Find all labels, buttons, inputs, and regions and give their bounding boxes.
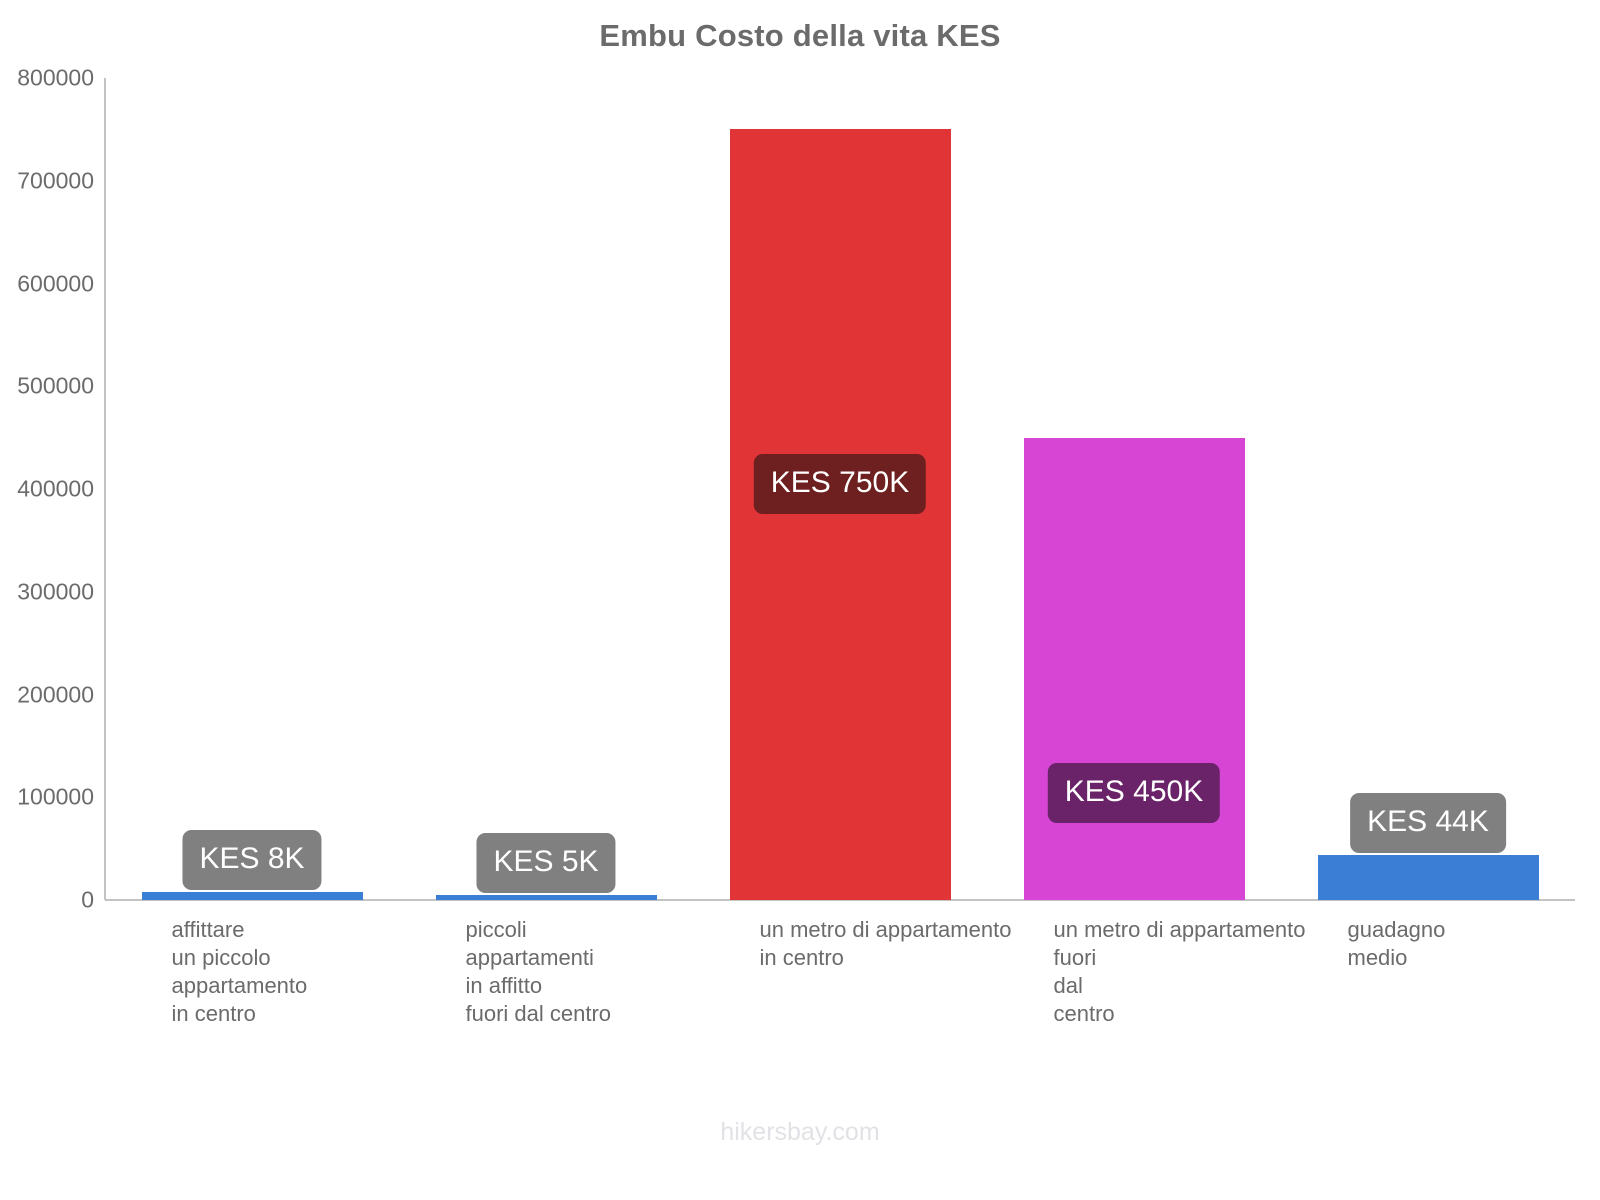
y-axis-tick-label: 500000 — [17, 372, 94, 399]
y-axis-tick-label: 0 — [81, 886, 94, 913]
y-axis-tick-label: 100000 — [17, 783, 94, 810]
y-axis-tick-label: 700000 — [17, 167, 94, 194]
x-axis-category-label: piccoli appartamenti in affitto fuori da… — [465, 917, 612, 1026]
page-title: Embu Costo della vita KES — [599, 18, 1001, 53]
bar-value-label: KES 750K — [753, 454, 927, 515]
bar[interactable] — [1317, 854, 1539, 900]
bars-layer — [105, 78, 1575, 900]
bar-value-label: KES 450K — [1047, 762, 1221, 823]
footer-watermark: hikersbay.com — [720, 1118, 880, 1146]
bar[interactable] — [141, 891, 363, 900]
bar[interactable] — [729, 129, 951, 900]
x-axis-category-label: affittare un piccolo appartamento in cen… — [171, 917, 308, 1026]
y-axis-tick-label: 300000 — [17, 578, 94, 605]
bar-value-label: KES 5K — [476, 832, 616, 893]
x-axis-category-labels: affittare un piccolo appartamento in cen… — [105, 916, 1575, 1056]
y-axis-tick-label: 400000 — [17, 475, 94, 502]
y-axis-tick-label: 200000 — [17, 681, 94, 707]
bar[interactable] — [1023, 437, 1245, 900]
bar[interactable] — [435, 894, 657, 900]
bar-value-label: KES 8K — [182, 829, 322, 890]
bar-value-label: KES 44K — [1350, 792, 1506, 853]
y-axis-tick-label: 800000 — [17, 64, 94, 91]
x-axis-category-label: un metro di appartamento in centro — [759, 917, 1012, 970]
y-axis-tick-label: 600000 — [17, 270, 94, 296]
y-axis-line — [104, 78, 106, 900]
x-axis-category-label: un metro di appartamento fuori dal centr… — [1053, 917, 1306, 1026]
x-axis-line — [105, 899, 1575, 901]
x-axis-category-label: guadagno medio — [1347, 917, 1446, 970]
